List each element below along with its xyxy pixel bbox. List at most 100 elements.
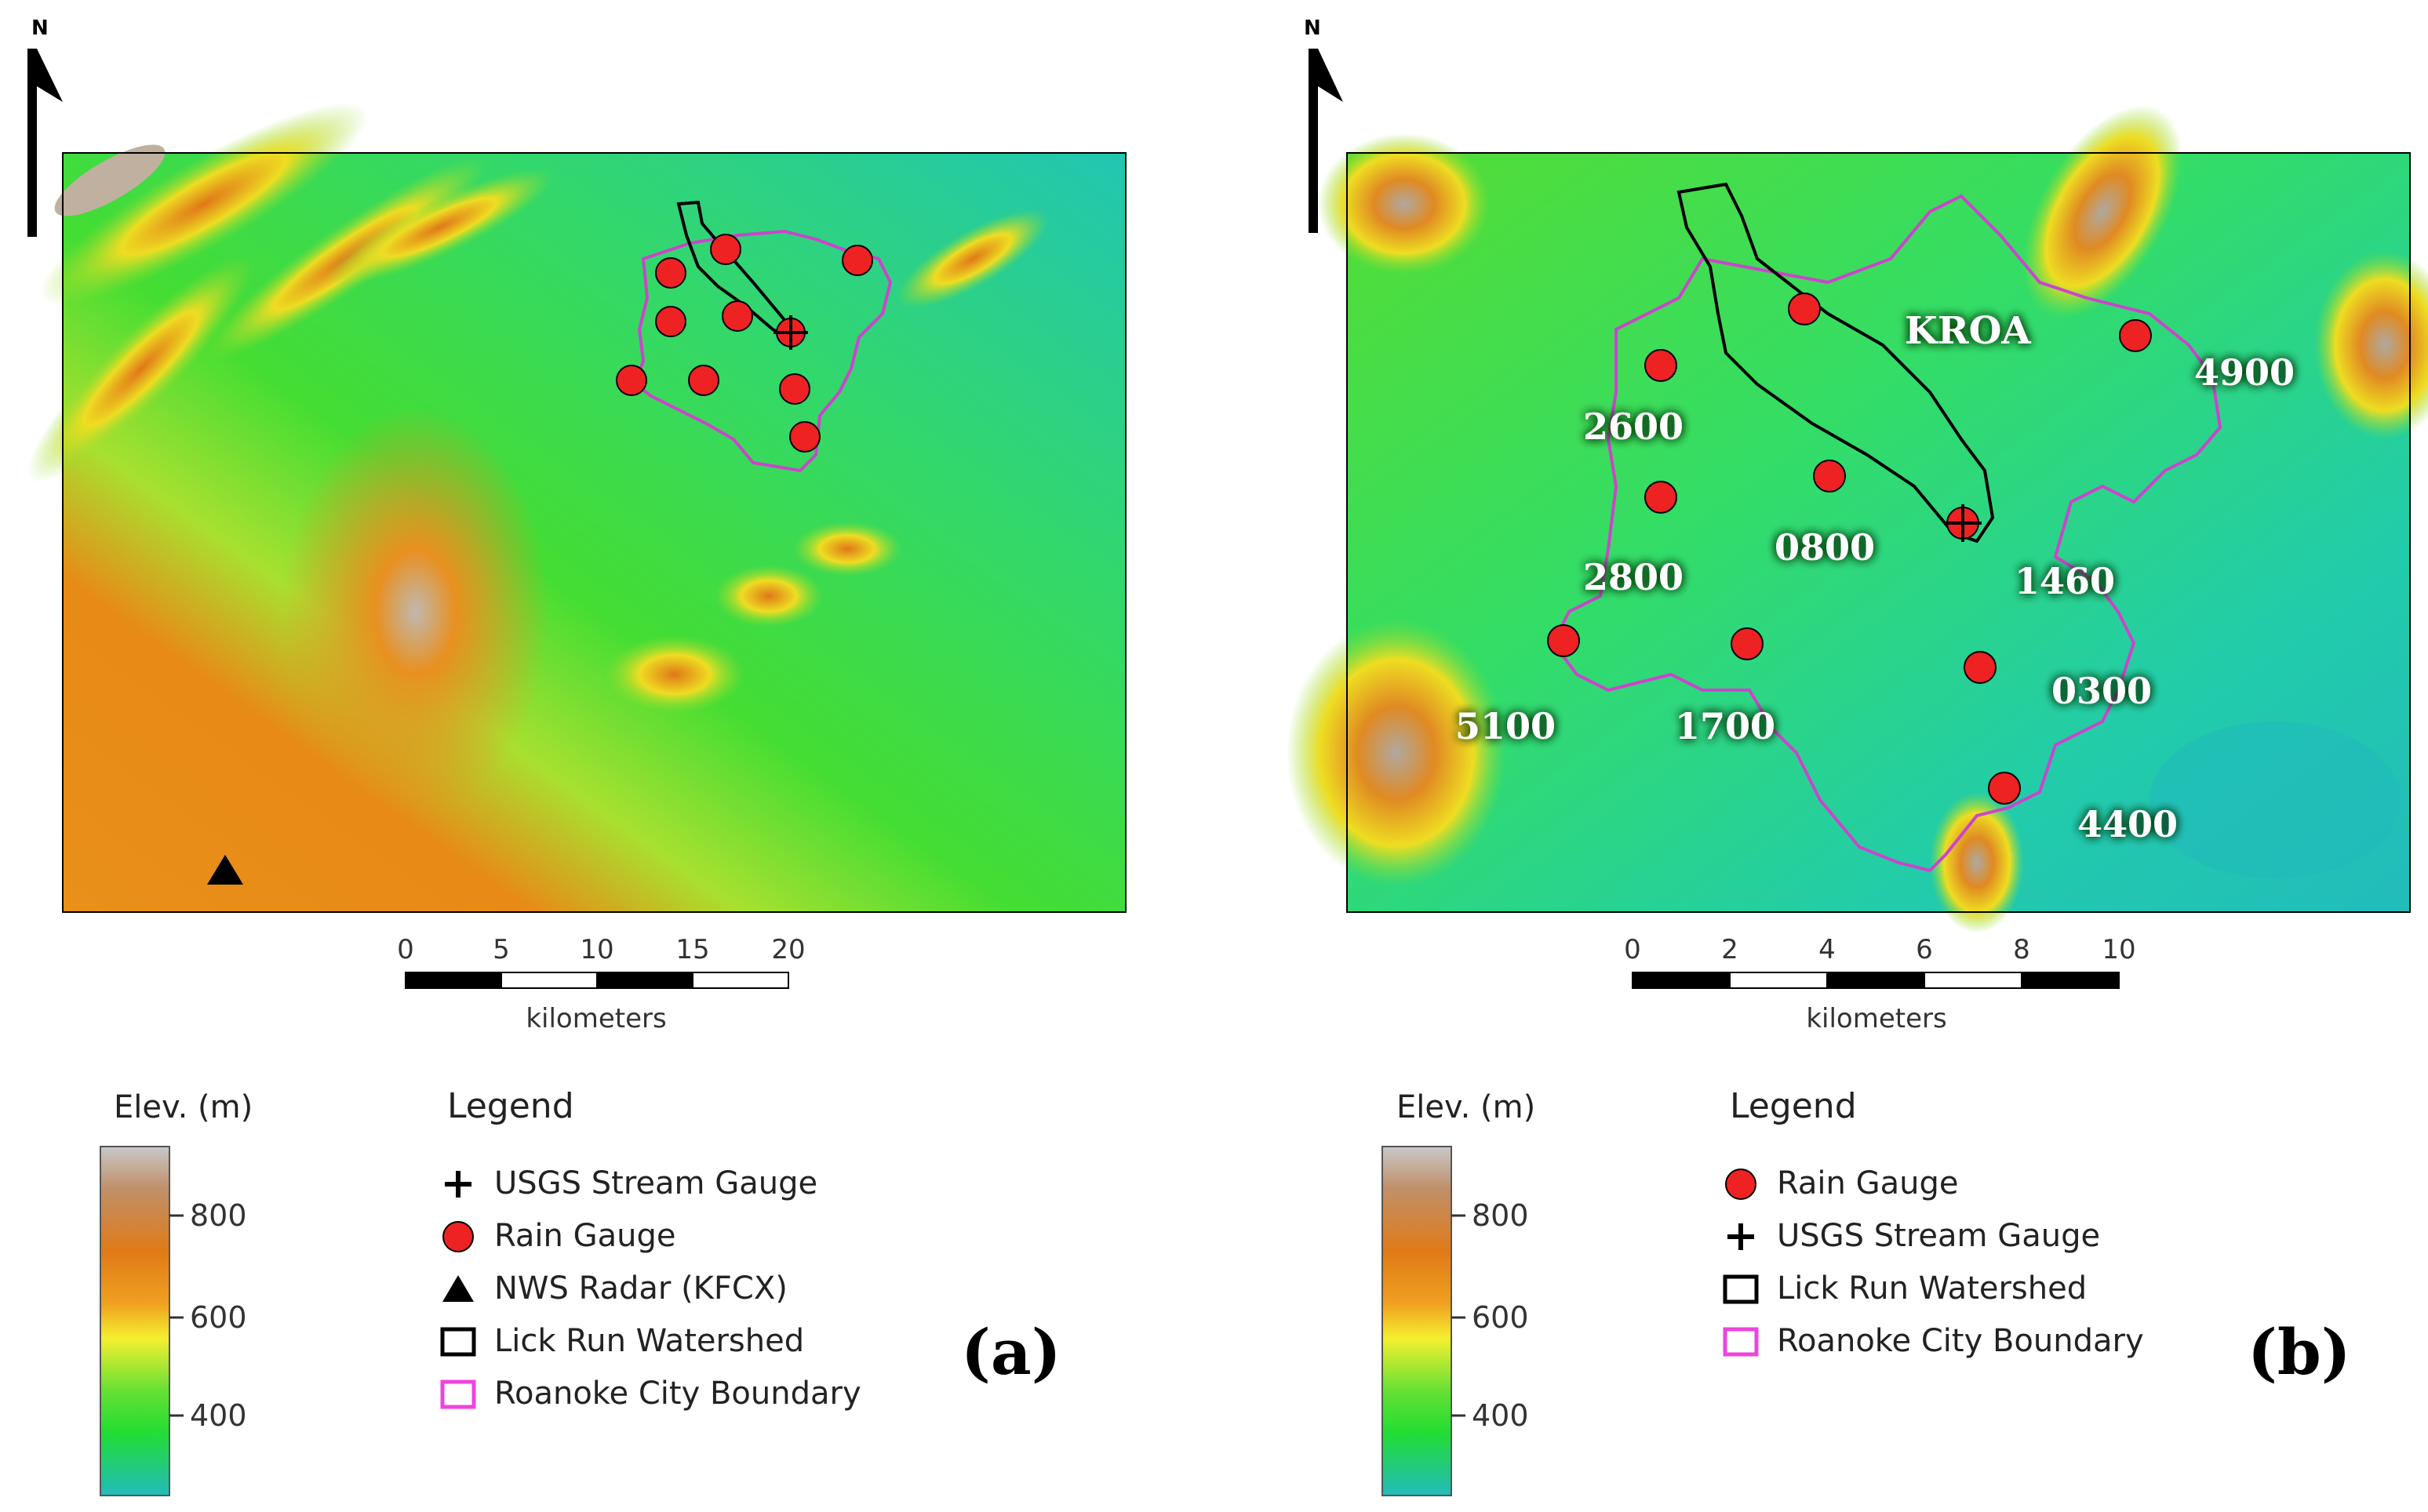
rain-gauge-marker	[688, 365, 719, 396]
rain-gauge-marker	[1964, 651, 1997, 684]
legend-a: Legend USGS Stream Gauge Rain Gauge NWS Ra…	[440, 1086, 861, 1412]
legend-circle-icon	[442, 1221, 474, 1252]
legend-item-label: Rain Gauge	[1777, 1165, 1958, 1201]
gauge-labels-b: 2600 2800 0800 1460 5100 1700 0300 4400 4900	[1455, 351, 2295, 845]
rain-gauge-marker	[1644, 481, 1677, 514]
legend-item-label: NWS Radar (KFCX)	[494, 1270, 788, 1307]
elev-tick-label: 600	[1472, 1300, 1529, 1335]
scale-tick-label: 4	[1818, 934, 1836, 965]
scale-tick-label: 10	[580, 934, 613, 965]
scale-segment	[501, 972, 598, 989]
rain-gauge-marker	[1547, 624, 1580, 657]
scale-unit-b: kilometers	[1806, 1003, 1946, 1034]
legend-box-icon	[440, 1327, 476, 1357]
legend-box-icon	[1723, 1274, 1759, 1304]
rain-gauges-a	[616, 234, 873, 453]
scale-segment	[1632, 972, 1731, 989]
legend-item-label: USGS Stream Gauge	[1777, 1218, 2100, 1254]
legend-item-label: Roanoke City Boundary	[1777, 1323, 2144, 1359]
scale-unit-a: kilometers	[526, 1003, 666, 1034]
scale-segment	[692, 972, 789, 989]
scale-tick-label: 20	[771, 934, 805, 965]
gauge-id-label: 0800	[1775, 526, 1875, 569]
scale-segment	[1729, 972, 1828, 989]
rain-gauges-b	[1547, 293, 2152, 805]
north-arrow-a: N	[27, 16, 63, 237]
usgs-stream-gauge-a	[774, 315, 808, 350]
legend-box-icon	[1723, 1327, 1759, 1357]
rain-gauge-marker	[1813, 460, 1846, 492]
legend-triangle-icon	[442, 1275, 474, 1302]
legend-item-label: USGS Stream Gauge	[494, 1165, 817, 1201]
scale-tick-label: 2	[1721, 934, 1738, 965]
legend-item-label: Lick Run Watershed	[1777, 1270, 2087, 1307]
elev-tick-label: 400	[1472, 1398, 1529, 1433]
roanoke-boundary-b	[1551, 194, 2222, 873]
gauge-id-label: 4900	[2194, 351, 2295, 394]
scale-tick-label: 8	[2013, 934, 2030, 965]
usgs-stream-gauge-b	[1944, 504, 1982, 542]
scale-segment	[1924, 972, 2022, 989]
gauge-id-label: 1700	[1675, 705, 1775, 747]
legend-title-b: Legend	[1730, 1086, 1857, 1126]
elev-tick-label: 600	[190, 1300, 247, 1335]
elev-tick-label: 800	[190, 1198, 247, 1233]
rain-gauge-marker	[616, 365, 647, 396]
scale-tick-label: 0	[397, 934, 414, 965]
panel-label-a: (a)	[961, 1315, 1061, 1389]
rain-gauge-marker	[779, 373, 810, 405]
gauge-id-label: 2600	[1583, 405, 1684, 448]
rain-gauge-marker	[655, 306, 686, 337]
scale-bar-b: 0 2 4 6 8 10 kilometers	[1624, 934, 2135, 1034]
elev-tick-label: 400	[190, 1398, 247, 1433]
scale-segment	[405, 972, 502, 989]
elev-title-a: Elev. (m)	[114, 1089, 253, 1125]
scale-segment	[2021, 972, 2120, 989]
gauge-id-label: 2800	[1583, 556, 1684, 598]
north-label: N	[31, 16, 49, 40]
gauge-id-label: 4400	[2077, 803, 2178, 845]
radar-label-kroa: KROA	[1905, 309, 2031, 353]
legend-circle-icon	[1725, 1169, 1756, 1200]
scale-tick-label: 10	[2102, 934, 2135, 965]
elevation-bar-a: Elev. (m) 800 600 400	[100, 1089, 253, 1496]
rain-gauge-marker	[1644, 349, 1677, 382]
legend-item-label: Roanoke City Boundary	[494, 1376, 861, 1412]
scale-tick-label: 6	[1916, 934, 1933, 965]
gauge-id-label: 5100	[1455, 705, 1556, 747]
scale-segment	[1826, 972, 1925, 989]
scale-tick-label: 0	[1624, 934, 1641, 965]
rain-gauge-marker	[710, 234, 741, 265]
elev-title-b: Elev. (m)	[1396, 1089, 1535, 1125]
panel-label-b: (b)	[2248, 1315, 2351, 1389]
rain-gauge-marker	[842, 245, 873, 276]
map-b: 2600 2800 0800 1460 5100 1700 0300 4400 4900 KRO…	[1287, 105, 2428, 933]
lick-run-watershed-b	[1676, 182, 1995, 543]
legend-item-label: Rain Gauge	[494, 1218, 675, 1254]
rain-gauge-marker	[655, 257, 686, 289]
gauge-id-label: 0300	[2051, 670, 2152, 712]
elev-tick-label: 800	[1472, 1198, 1529, 1233]
scale-tick-label: 5	[493, 934, 510, 965]
legend-item-label: Lick Run Watershed	[494, 1323, 804, 1359]
north-arrow-b: N	[1304, 16, 1343, 233]
scale-bar-a: 0 5 10 15 20 kilometers	[397, 934, 805, 1034]
rain-gauge-marker	[789, 421, 821, 453]
scale-tick-label: 15	[675, 934, 709, 965]
rain-gauge-marker	[1988, 772, 2021, 805]
legend-box-icon	[440, 1379, 476, 1409]
gauge-id-label: 1460	[2015, 560, 2115, 602]
scale-segment	[596, 972, 693, 989]
nws-radar-kfcx	[207, 855, 243, 885]
rain-gauge-marker	[722, 300, 753, 332]
panel-a: N	[27, 16, 1127, 1496]
rain-gauge-marker	[1731, 627, 1764, 660]
rain-gauge-marker	[1788, 293, 1821, 325]
elevation-bar-b: Elev. (m) 800 600 400	[1381, 1089, 1535, 1496]
map-a	[27, 102, 1127, 913]
north-label-b: N	[1304, 16, 1321, 40]
rain-gauge-marker	[2119, 319, 2152, 352]
legend-title-a: Legend	[447, 1086, 574, 1126]
